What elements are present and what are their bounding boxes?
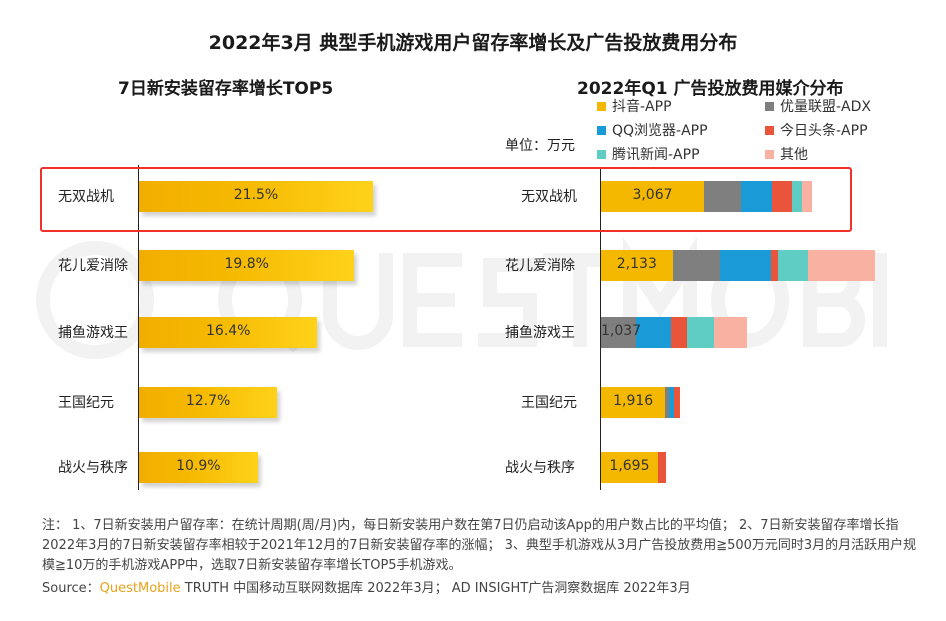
right-data-label: 1,037 bbox=[601, 323, 642, 339]
right-bar-segment bbox=[791, 181, 803, 212]
source-line: Source：QuestMobile TRUTH 中国移动互联网数据库 2022… bbox=[42, 580, 922, 598]
right-axis bbox=[600, 168, 601, 490]
left-data-label: 16.4% bbox=[206, 323, 251, 339]
right-bar-segment bbox=[704, 181, 741, 212]
left-category-label: 花儿爱消除 bbox=[58, 258, 128, 274]
legend-item: 优量联盟-ADX bbox=[765, 96, 871, 116]
right-data-label: 3,067 bbox=[632, 187, 673, 203]
right-data-label: 2,133 bbox=[616, 256, 657, 272]
right-bar-segment bbox=[687, 317, 715, 348]
legend-label: 抖音-APP bbox=[612, 99, 672, 115]
left-bar bbox=[139, 452, 258, 483]
right-bar-segment bbox=[601, 181, 704, 212]
right-bar-segment bbox=[719, 250, 772, 281]
right-bar-segment bbox=[673, 387, 680, 418]
left-data-label: 12.7% bbox=[185, 393, 231, 409]
right-bar-segment bbox=[778, 250, 809, 281]
left-bar bbox=[139, 181, 373, 212]
right-bar-segment bbox=[601, 317, 636, 348]
legend-label: QQ浏览器-APP bbox=[612, 123, 708, 139]
source-brand: QuestMobile bbox=[99, 581, 181, 596]
left-category-label: 战火与秩序 bbox=[58, 460, 128, 476]
left-bar bbox=[139, 250, 355, 281]
left-data-label: 19.8% bbox=[224, 256, 269, 272]
left-chart-title: 7日新安装留存率增长TOP5 bbox=[118, 79, 334, 99]
left-category-label: 无双战机 bbox=[58, 189, 114, 205]
highlight-box bbox=[40, 167, 852, 232]
right-bar-segment bbox=[714, 317, 747, 348]
page-title: 2022年3月 典型手机游戏用户留存率增长及广告投放费用分布 bbox=[208, 32, 738, 54]
legend-label: 腾讯新闻-APP bbox=[612, 147, 700, 163]
footnote: 注： 1、7日新安装用户留存率：在统计周期(周/月)内，每日新安装用户数在第7日… bbox=[42, 518, 917, 573]
legend-swatch bbox=[765, 101, 774, 111]
right-bar-segment bbox=[740, 181, 772, 212]
left-data-label: 10.9% bbox=[176, 458, 221, 474]
legend-swatch bbox=[597, 149, 606, 159]
legend-item: QQ浏览器-APP bbox=[597, 120, 708, 140]
legend-label: 今日头条-APP bbox=[780, 123, 868, 139]
right-bar-segment bbox=[665, 387, 669, 418]
right-bar-segment bbox=[657, 452, 666, 483]
legend-swatch bbox=[765, 149, 774, 159]
right-bar-segment bbox=[671, 317, 688, 348]
right-bar-segment bbox=[668, 387, 674, 418]
right-bar-segment bbox=[672, 250, 720, 281]
right-bar-segment bbox=[635, 317, 672, 348]
right-category-label: 无双战机 bbox=[521, 189, 577, 205]
right-bar-segment bbox=[771, 250, 779, 281]
right-category-label: 捕鱼游戏王 bbox=[505, 325, 575, 341]
right-bar-segment bbox=[771, 181, 792, 212]
right-data-label: 1,916 bbox=[613, 393, 654, 409]
legend-item: 今日头条-APP bbox=[765, 120, 868, 140]
left-bar bbox=[139, 317, 318, 348]
legend-label: 其他 bbox=[780, 147, 808, 163]
legend-swatch bbox=[597, 125, 606, 135]
left-axis bbox=[138, 165, 139, 490]
right-category-label: 花儿爱消除 bbox=[505, 258, 575, 274]
right-bar-segment bbox=[808, 250, 875, 281]
source-prefix: Source： bbox=[42, 581, 100, 596]
right-chart-title: 2022年Q1 广告投放费用媒介分布 bbox=[577, 79, 844, 99]
legend-swatch bbox=[765, 125, 774, 135]
legend-swatch bbox=[597, 101, 606, 111]
unit-label: 单位：万元 bbox=[505, 138, 575, 154]
left-data-label: 21.5% bbox=[233, 187, 279, 203]
legend-label: 优量联盟-ADX bbox=[780, 99, 871, 115]
right-bar-segment bbox=[802, 181, 813, 212]
source-text: TRUTH 中国移动互联网数据库 2022年3月； AD INSIGHT广告洞察… bbox=[180, 581, 691, 596]
legend-item: 腾讯新闻-APP bbox=[597, 144, 700, 164]
footer: 注： 1、7日新安装用户留存率：在统计周期(周/月)内，每日新安装用户数在第7日… bbox=[42, 516, 922, 598]
right-category-label: 战火与秩序 bbox=[505, 460, 575, 476]
right-bar-segment bbox=[601, 387, 666, 418]
right-data-label: 1,695 bbox=[609, 458, 650, 474]
legend-item: 其他 bbox=[765, 144, 808, 164]
right-bar-segment bbox=[601, 452, 658, 483]
legend-item: 抖音-APP bbox=[597, 96, 672, 116]
left-category-label: 捕鱼游戏王 bbox=[58, 325, 128, 341]
right-category-label: 王国纪元 bbox=[521, 395, 577, 411]
left-bar bbox=[139, 387, 278, 418]
right-bar-segment bbox=[601, 250, 673, 281]
left-category-label: 王国纪元 bbox=[58, 395, 114, 411]
